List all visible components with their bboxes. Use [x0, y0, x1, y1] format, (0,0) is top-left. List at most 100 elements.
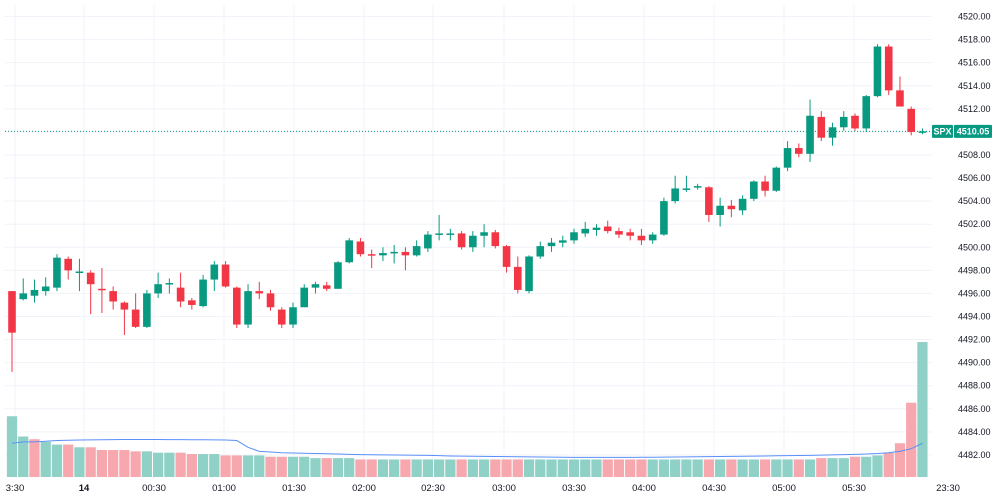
candle-body[interactable] [884, 46, 893, 91]
volume-bar [254, 455, 265, 477]
candle-body[interactable] [682, 188, 691, 190]
candle-body[interactable] [109, 291, 117, 302]
candle-body[interactable] [367, 254, 376, 256]
volume-bar [51, 444, 63, 477]
candle-body[interactable] [199, 279, 207, 307]
volume-bar [827, 458, 838, 477]
candle-body[interactable] [210, 264, 219, 280]
volume-bar [400, 459, 411, 477]
candle-body[interactable] [896, 90, 904, 107]
candle-body[interactable] [918, 131, 927, 133]
candle-body[interactable] [277, 309, 286, 325]
candle-body[interactable] [446, 233, 455, 235]
candle-body[interactable] [322, 285, 331, 289]
candle-body[interactable] [311, 284, 320, 288]
candle-body[interactable] [300, 287, 309, 308]
volume-bar [153, 452, 164, 477]
y-tick-label: 4504.00 [958, 196, 991, 206]
candle-body[interactable] [334, 262, 342, 289]
candle-body[interactable] [502, 246, 511, 267]
candle-body[interactable] [525, 256, 533, 292]
candle-body[interactable] [53, 257, 61, 288]
candle-body[interactable] [221, 264, 230, 287]
candle-body[interactable] [828, 127, 837, 138]
candle-body[interactable] [806, 115, 814, 154]
candle-body[interactable] [570, 232, 578, 241]
candle-body[interactable] [165, 283, 174, 285]
candle-body[interactable] [839, 116, 848, 128]
candle-body[interactable] [86, 272, 95, 285]
candle-body[interactable] [514, 266, 522, 290]
candle-body[interactable] [536, 246, 545, 257]
candle-body[interactable] [862, 96, 871, 129]
candle-body[interactable] [266, 293, 275, 308]
candle-body[interactable] [255, 291, 264, 294]
candle-body[interactable] [143, 293, 151, 327]
candle-body[interactable] [412, 246, 421, 256]
candle-body[interactable] [188, 300, 196, 305]
candle-body[interactable] [772, 167, 781, 191]
candle-body[interactable] [244, 291, 252, 325]
volume-bar [546, 459, 557, 477]
candle-body[interactable] [738, 198, 747, 211]
candle-body[interactable] [581, 228, 590, 234]
candle-body[interactable] [233, 287, 241, 325]
candle-body[interactable] [873, 46, 882, 97]
candle-body[interactable] [648, 234, 657, 241]
x-tick-label: 3:30 [6, 483, 25, 494]
candle-body[interactable] [851, 115, 859, 129]
candle-body[interactable] [671, 188, 679, 202]
candle-body[interactable] [626, 232, 634, 236]
candle-body[interactable] [390, 251, 398, 254]
candle-body[interactable] [660, 201, 668, 235]
candle-body[interactable] [817, 116, 826, 138]
candle-body[interactable] [176, 287, 185, 302]
candle-body[interactable] [547, 242, 556, 247]
volume-bar [602, 459, 613, 477]
candle-body[interactable] [424, 234, 432, 249]
candle-body[interactable] [907, 108, 915, 132]
candle-body[interactable] [64, 258, 72, 271]
candle-body[interactable] [795, 148, 803, 154]
candle-body[interactable] [705, 187, 713, 215]
candle-body[interactable] [558, 240, 567, 243]
candle-body[interactable] [401, 251, 410, 256]
candle-body[interactable] [345, 240, 353, 263]
volume-bar [535, 459, 546, 477]
candle-body[interactable] [289, 307, 297, 325]
y-tick-label: 4494.00 [958, 311, 991, 321]
volume-bar [119, 450, 130, 477]
candle-body[interactable] [457, 233, 466, 248]
x-tick-label: 03:00 [492, 483, 516, 494]
candle-body[interactable] [120, 302, 129, 310]
candle-body[interactable] [98, 288, 106, 291]
candle-body[interactable] [75, 271, 84, 273]
y-tick-label: 4482.00 [958, 450, 991, 460]
candle-body[interactable] [491, 232, 500, 247]
candle-body[interactable] [615, 231, 623, 235]
candle-body[interactable] [41, 286, 50, 292]
candle-body[interactable] [783, 148, 792, 168]
volume-bar [63, 444, 74, 477]
candle-body[interactable] [356, 241, 365, 255]
candle-body[interactable] [637, 235, 646, 241]
volume-bar [872, 455, 883, 477]
y-tick-label: 4514.00 [958, 81, 991, 91]
candle-body[interactable] [379, 253, 387, 256]
candle-body[interactable] [603, 226, 612, 232]
candle-body[interactable] [761, 181, 769, 191]
candle-body[interactable] [469, 235, 477, 248]
candle-body[interactable] [435, 233, 443, 235]
candle-body[interactable] [716, 205, 724, 215]
candle-body[interactable] [131, 309, 140, 327]
candle-body[interactable] [154, 284, 162, 294]
candle-body[interactable] [592, 227, 601, 230]
candle-body[interactable] [19, 293, 28, 300]
candle-body[interactable] [727, 205, 736, 210]
candle-body[interactable] [750, 181, 758, 199]
candle-body[interactable] [8, 291, 16, 333]
candle-body[interactable] [30, 289, 39, 296]
candle-body[interactable] [693, 186, 702, 188]
candle-body[interactable] [480, 232, 488, 236]
